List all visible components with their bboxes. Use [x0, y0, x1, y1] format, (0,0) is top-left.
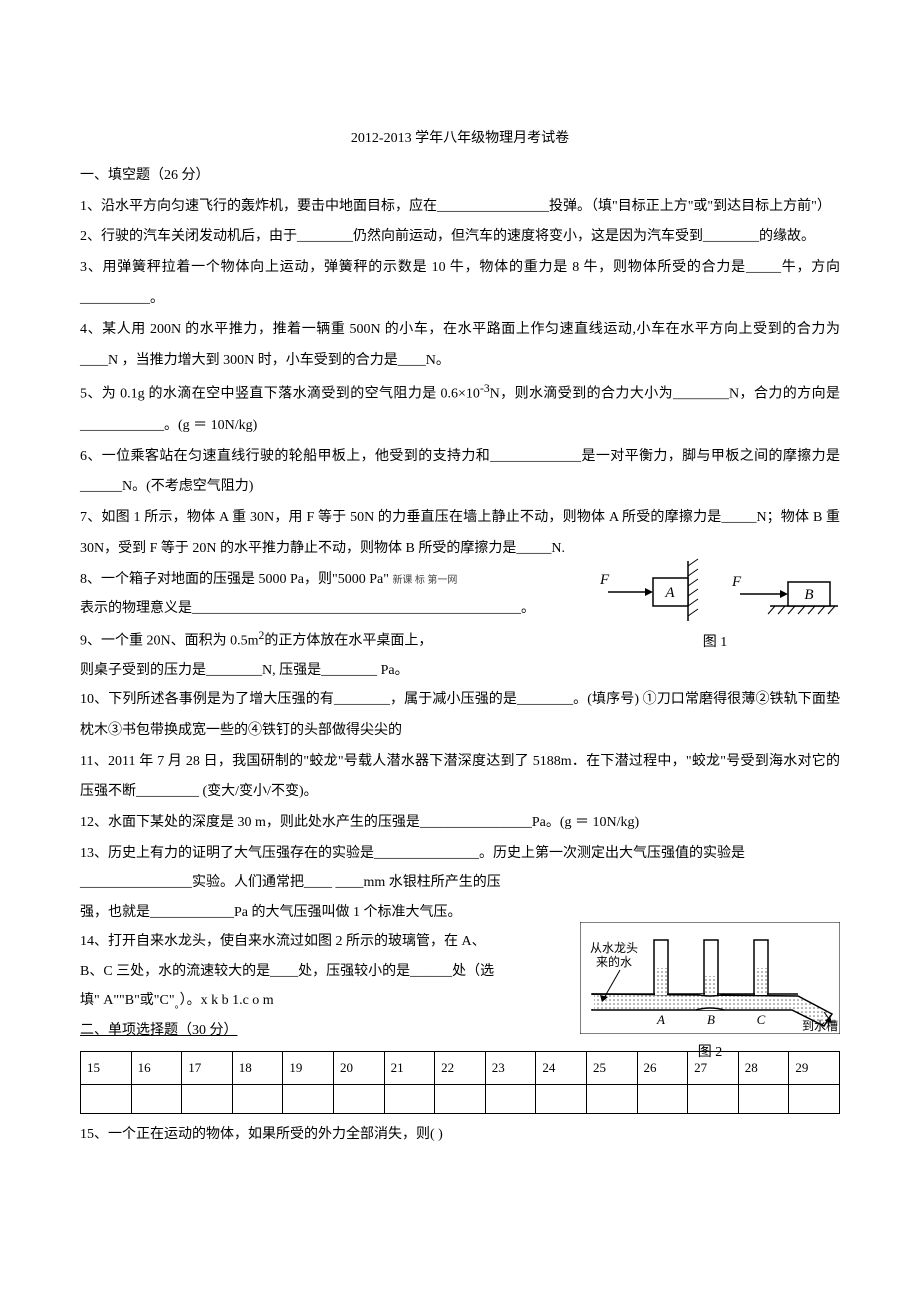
q15: 15、一个正在运动的物体，如果所受的外力全部消失，则( ): [80, 1120, 840, 1151]
svg-text:来的水: 来的水: [596, 954, 632, 969]
answer-cell: 17: [182, 1051, 233, 1085]
q9-part-a: 9、一个重 20N、面积为 0.5m: [80, 633, 259, 648]
q1: 1、沿水平方向匀速飞行的轰炸机，要击中地面目标，应在______________…: [80, 192, 840, 223]
q14d: ）。x k b 1.c o m: [180, 993, 274, 1008]
fig2-sink-label: 到水槽: [802, 1019, 838, 1033]
q10: 10、下列所述各事例是为了增大压强的有________，属于减小压强的是____…: [80, 685, 840, 747]
fig2-tap-label: 从水龙头: [590, 941, 638, 955]
q3: 3、用弹簧秤拉着一个物体向上运动，弹簧秤的示数是 10 牛，物体的重力是 8 牛…: [80, 253, 840, 315]
q13a: 13、历史上有力的证明了大气压强存在的实验是_______________。历史…: [80, 839, 840, 868]
fig2-b: B: [707, 1012, 715, 1027]
q14c: 填" A""B"或"C": [80, 993, 175, 1008]
q4: 4、某人用 200N 的水平推力，推着一辆重 500N 的小车，在水平路面上作匀…: [80, 315, 840, 377]
section1-header: 一、填空题（26 分）: [80, 161, 840, 192]
q9-part-b: 的正方体放在水平桌面上，: [264, 633, 432, 648]
figure-2-label: 图 2: [580, 1038, 840, 1069]
q12: 12、水面下某处的深度是 30 m，则此处水产生的压强是____________…: [80, 808, 840, 839]
fig1-label-b: B: [804, 587, 813, 603]
q5-part-a: 5、为 0.1g 的水滴在空中竖直下落水滴受到的空气阻力是 0.6×10: [80, 387, 480, 402]
answer-cell: 20: [333, 1051, 384, 1085]
answer-cell: 24: [536, 1051, 587, 1085]
q2: 2、行驶的汽车关闭发动机后，由于________仍然向前运动，但汽车的速度将变小…: [80, 222, 840, 253]
figure-2: 从水龙头 来的水 A B C 到水槽 图 2: [580, 922, 840, 1069]
fig1-label-f1: F: [599, 572, 610, 588]
figure-1-label: 图 1: [590, 628, 840, 659]
q8-text: 8、一个箱子对地面的压强是 5000 Pa，则"5000 Pa": [80, 572, 389, 587]
q8-sub: 新课 标 第一网: [392, 575, 457, 586]
q11: 11、2011 年 7 月 28 日，我国研制的"蛟龙"号载人潜水器下潜深度达到…: [80, 747, 840, 809]
fig1-label-a: A: [664, 585, 675, 601]
figure-1: A F B F 图 1: [590, 556, 840, 646]
q13b: ________________实验。人们通常把____ ____mm 水银柱所…: [80, 868, 840, 897]
q9c: 则桌子受到的压力是________N, 压强是________ Pa。: [80, 656, 840, 685]
q5-exp: -3: [480, 382, 490, 395]
answer-cell: 15: [81, 1051, 132, 1085]
answer-cell: 19: [283, 1051, 334, 1085]
q6: 6、一位乘客站在匀速直线行驶的轮船甲板上，他受到的支持力和___________…: [80, 442, 840, 504]
page-title: 2012-2013 学年八年级物理月考试卷: [80, 124, 840, 155]
q5: 5、为 0.1g 的水滴在空中竖直下落水滴受到的空气阻力是 0.6×10-3N，…: [80, 376, 840, 441]
fig1-label-f2: F: [731, 574, 742, 590]
answer-cell: 21: [384, 1051, 435, 1085]
answer-cell: 23: [485, 1051, 536, 1085]
answer-cell: 18: [232, 1051, 283, 1085]
answer-table-blank-row: [81, 1085, 840, 1114]
answer-cell: 16: [131, 1051, 182, 1085]
fig2-a: A: [656, 1012, 665, 1027]
fig2-c: C: [757, 1012, 766, 1027]
answer-cell: 22: [435, 1051, 486, 1085]
